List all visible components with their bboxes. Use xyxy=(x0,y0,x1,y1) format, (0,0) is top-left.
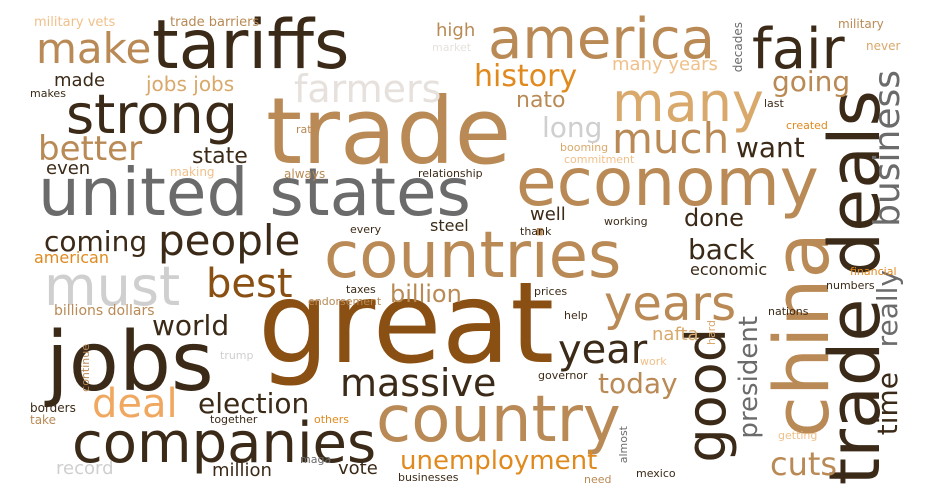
word: president xyxy=(734,316,764,439)
word: nafta xyxy=(652,324,699,345)
word: make xyxy=(36,24,152,73)
word: good xyxy=(675,328,738,463)
word: deal xyxy=(92,381,178,427)
word: hard xyxy=(705,320,718,346)
word: economy xyxy=(516,144,819,221)
word: mexico xyxy=(636,467,676,480)
word: vote xyxy=(338,458,378,479)
word: rate xyxy=(296,123,319,136)
word: endorsement xyxy=(308,295,382,308)
word: history xyxy=(474,59,578,94)
word: trade barriers xyxy=(170,15,260,30)
word: much xyxy=(612,114,730,163)
word: state xyxy=(192,144,248,169)
word: market xyxy=(432,41,472,54)
word: help xyxy=(564,309,588,322)
word: cuts xyxy=(770,445,838,483)
word: america xyxy=(488,7,716,72)
word: decades xyxy=(731,22,745,73)
word: people xyxy=(158,216,301,265)
word: borders xyxy=(30,401,76,415)
word: maga xyxy=(300,453,332,466)
word: tariffs xyxy=(152,6,350,85)
word: work xyxy=(640,355,667,368)
word: unemployment xyxy=(400,446,598,476)
word: steel xyxy=(430,216,469,235)
word: many years xyxy=(612,54,718,75)
word: getting xyxy=(778,429,818,442)
word: almost xyxy=(617,426,630,464)
word: united states xyxy=(38,154,471,231)
word: country xyxy=(376,383,621,457)
word: long xyxy=(542,111,603,144)
word: going xyxy=(772,65,851,98)
word: time xyxy=(871,372,904,436)
word: fair xyxy=(752,17,845,82)
word: others xyxy=(314,413,350,426)
word: million xyxy=(212,460,272,481)
word: jobs xyxy=(46,315,214,410)
word: done xyxy=(684,204,744,232)
word: countries xyxy=(324,219,622,293)
word: always xyxy=(284,167,326,181)
word: farmers xyxy=(294,67,442,111)
word: today xyxy=(598,367,678,400)
word: made xyxy=(54,70,106,91)
word: companies xyxy=(72,411,377,476)
word: billion xyxy=(390,280,462,308)
word: continue xyxy=(79,344,92,392)
word: last xyxy=(764,97,784,110)
word: together xyxy=(210,413,258,426)
word: better xyxy=(38,129,143,169)
word: jobs jobs xyxy=(146,72,235,96)
word: nations xyxy=(768,305,809,318)
word: governor xyxy=(538,369,588,382)
word: best xyxy=(206,261,293,307)
word: want xyxy=(736,131,805,164)
word: world xyxy=(152,309,230,342)
word: need xyxy=(584,473,612,486)
word: business xyxy=(867,70,908,227)
word: even xyxy=(46,158,91,179)
word: record xyxy=(56,458,114,479)
word: military xyxy=(838,17,884,31)
word: commitment xyxy=(564,153,635,166)
word: well xyxy=(530,204,566,225)
word: take xyxy=(30,413,56,427)
word: many xyxy=(612,71,764,134)
word: thank xyxy=(520,225,552,238)
word: working xyxy=(604,215,648,228)
word: financial xyxy=(850,265,897,278)
word: really xyxy=(871,270,904,348)
word: trade xyxy=(266,78,512,185)
word: taxes xyxy=(346,283,376,296)
word: american xyxy=(34,248,109,267)
word: must xyxy=(44,255,181,318)
word: years xyxy=(604,276,737,332)
word: great xyxy=(258,259,555,389)
word: every xyxy=(350,223,382,236)
word: makes xyxy=(30,87,66,100)
word: billions dollars xyxy=(54,303,155,319)
word: back xyxy=(688,233,755,266)
word: economic xyxy=(690,260,768,279)
word: businesses xyxy=(398,471,459,484)
word: election xyxy=(198,387,310,420)
word: making xyxy=(170,165,215,179)
word: high xyxy=(436,20,476,41)
word: relationship xyxy=(418,167,483,180)
word: trump xyxy=(220,349,254,362)
word: prices xyxy=(534,285,568,298)
word: numbers xyxy=(826,279,875,292)
word: created xyxy=(786,119,828,132)
word: nato xyxy=(516,88,566,113)
word: massive xyxy=(340,361,497,405)
word: strong xyxy=(66,83,238,146)
word: military vets xyxy=(34,15,116,30)
word: never xyxy=(866,39,901,53)
word: booming xyxy=(560,141,609,154)
word: coming xyxy=(44,225,148,258)
word: year xyxy=(558,327,648,373)
